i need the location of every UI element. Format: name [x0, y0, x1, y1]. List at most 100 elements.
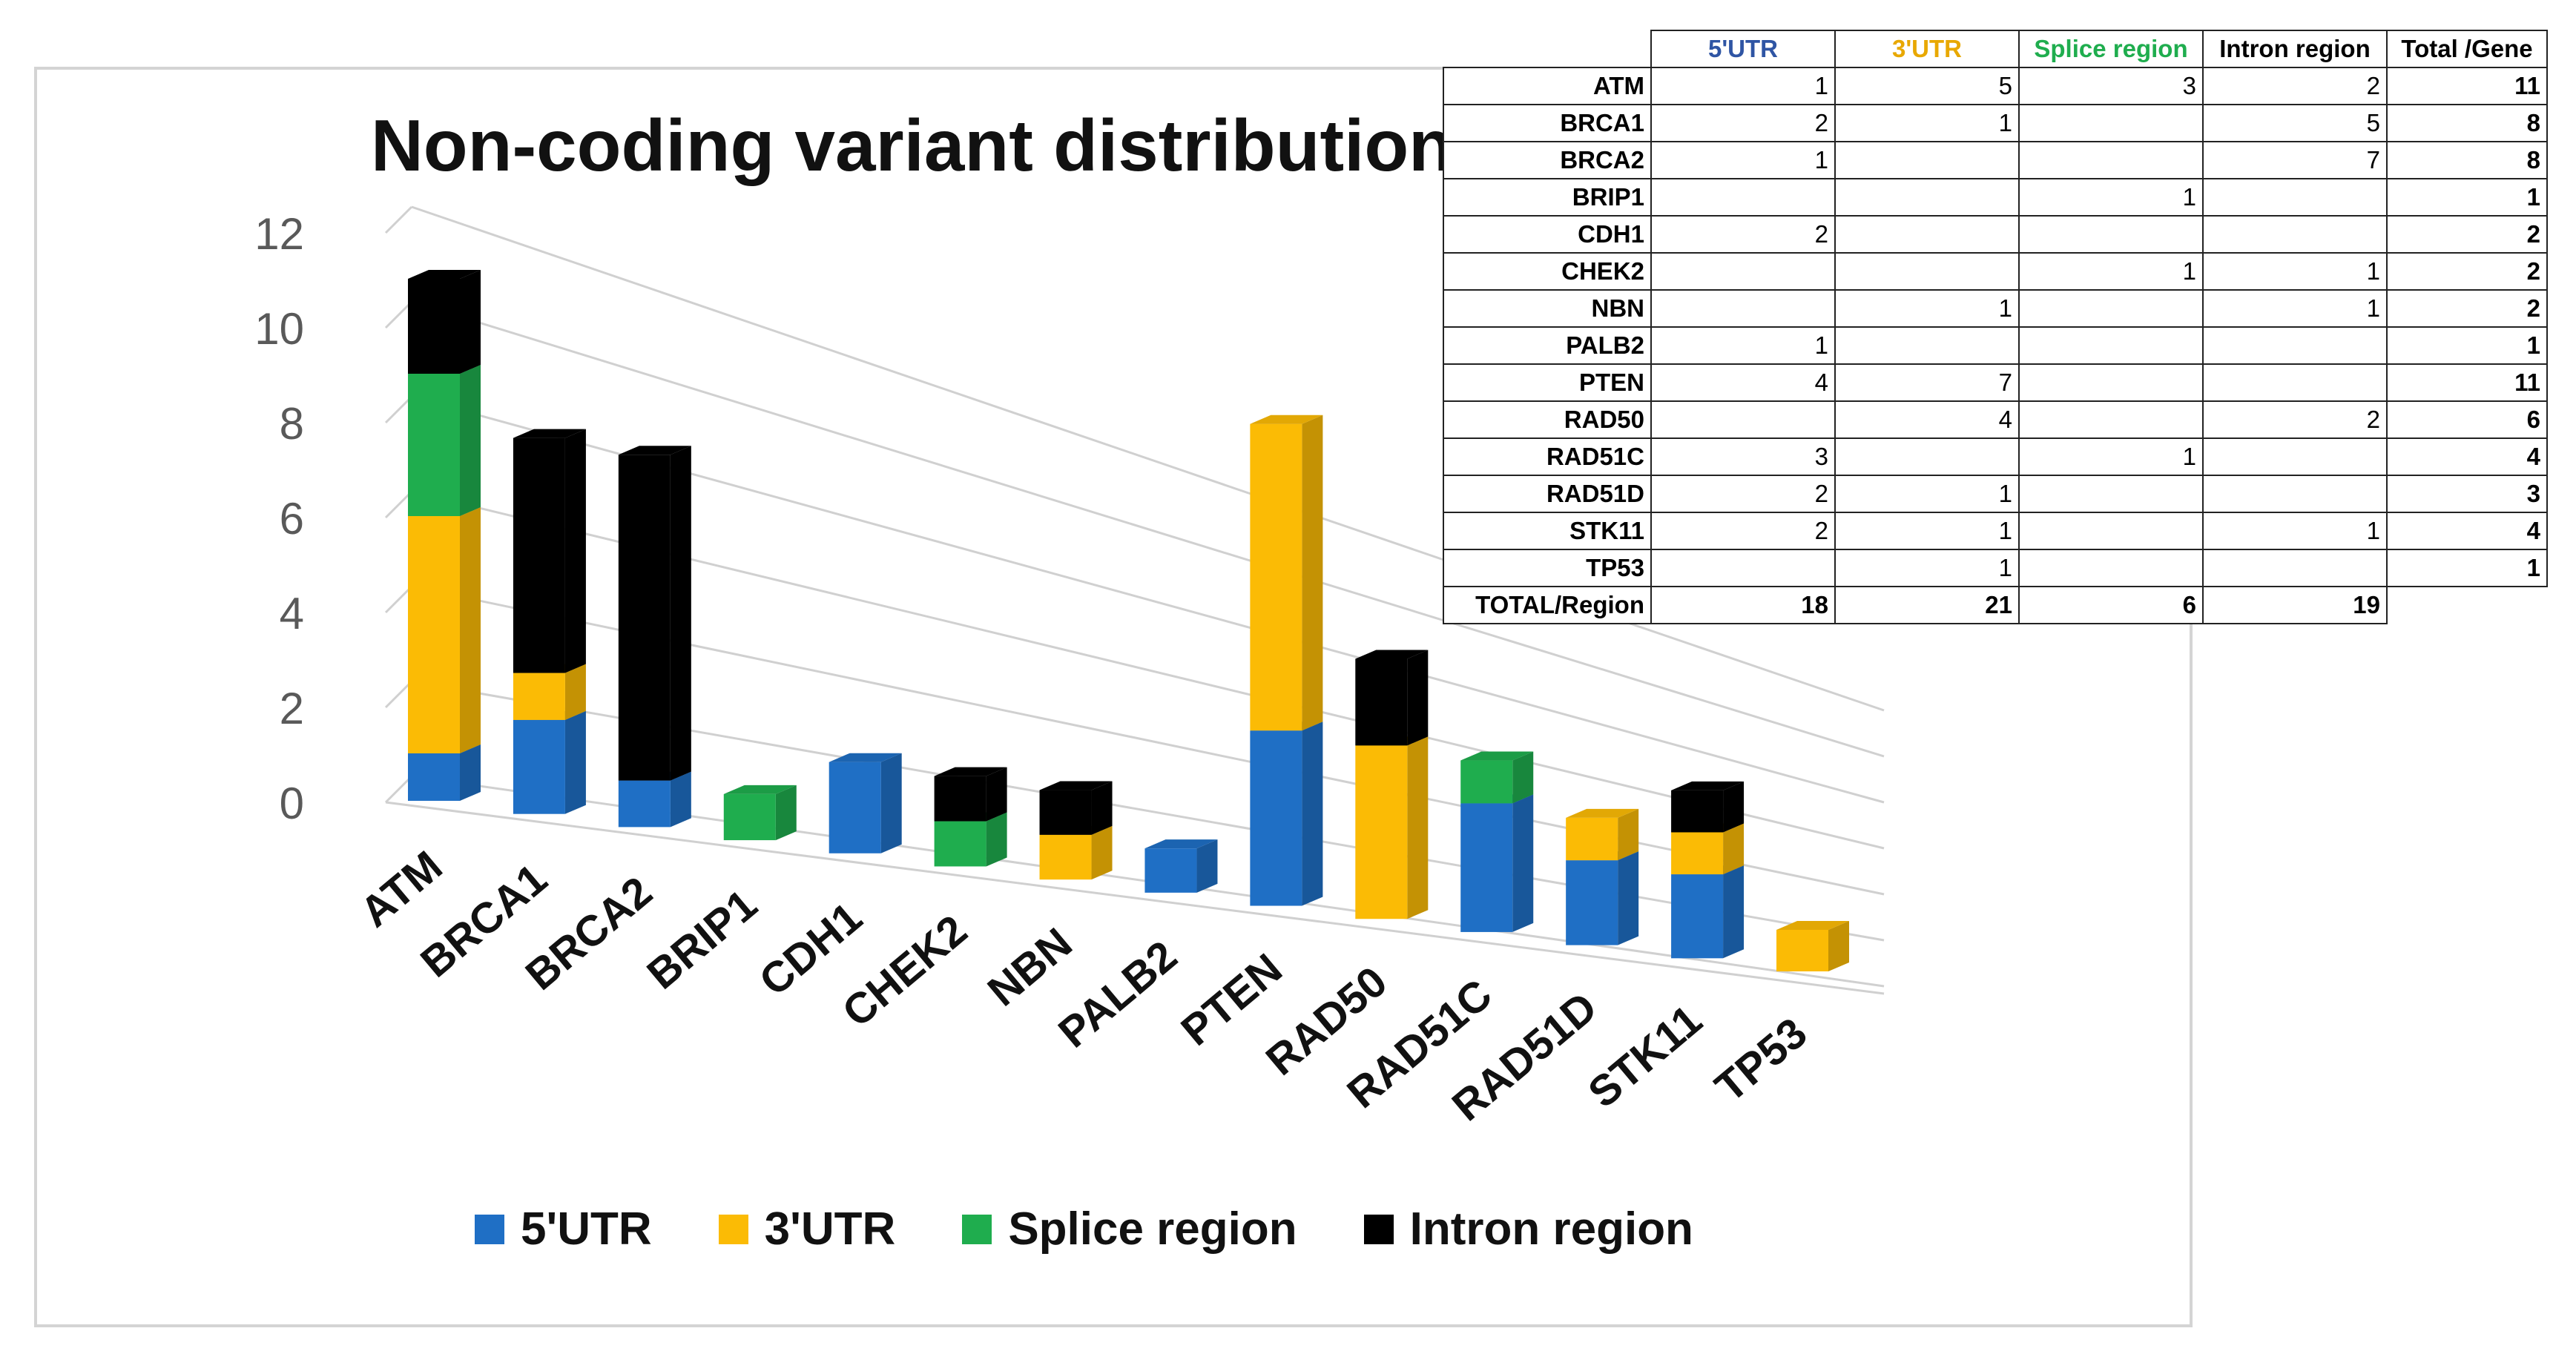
gene-total: 2	[2386, 215, 2548, 254]
table-cell: 7	[1834, 363, 2020, 402]
bar-segment	[1776, 921, 1849, 971]
table-cell	[2202, 363, 2388, 402]
table-cell: 1	[1834, 104, 2020, 142]
bar-segment	[513, 710, 586, 814]
table-cell	[1650, 549, 1836, 587]
chart-title: Non-coding variant distribution	[371, 105, 1454, 186]
bar-stack-brip1	[723, 785, 797, 841]
bar-stack-brca1	[513, 429, 586, 814]
table-cell: 4	[1650, 363, 1836, 402]
bar-segment	[408, 365, 481, 516]
table-cell	[2018, 512, 2204, 550]
bar-segment	[513, 429, 586, 673]
gene-total: 8	[2386, 104, 2548, 142]
gridline	[411, 300, 1885, 758]
gene-name: ATM	[1443, 67, 1652, 105]
table-cell	[1834, 215, 2020, 254]
table-cell: 1	[1834, 512, 2020, 550]
footer-label: TOTAL/Region	[1443, 586, 1652, 624]
bar-segment	[618, 446, 691, 781]
legend: 5'UTR 3'UTR Splice region Intron region	[475, 1203, 1693, 1255]
gene-total: 4	[2386, 437, 2548, 476]
table-row: ATM 1 5 3 2 11	[1443, 67, 2548, 105]
bar-segment	[1250, 721, 1323, 906]
table-cell	[2202, 215, 2388, 254]
table-cell	[2202, 178, 2388, 217]
bar-segment	[1355, 650, 1429, 746]
y-tick-label: 0	[280, 779, 304, 828]
gene-name: PTEN	[1443, 363, 1652, 402]
table-cell: 1	[2018, 178, 2204, 217]
region-total: 6	[2018, 586, 2204, 624]
legend-swatch	[475, 1214, 504, 1244]
table-cell	[1834, 326, 2020, 365]
table-cell: 1	[2202, 289, 2388, 328]
bar-stack-nbn	[1039, 781, 1113, 880]
y-tick-label: 12	[254, 209, 304, 259]
table-cell: 4	[1834, 400, 2020, 439]
region-total: 19	[2202, 586, 2388, 624]
bar-stack-atm	[408, 270, 481, 801]
table-cell: 2	[2202, 400, 2388, 439]
table-cell	[1834, 141, 2020, 179]
table-cell: 2	[1650, 512, 1836, 550]
bar-segment	[1144, 839, 1218, 893]
bar-segment	[723, 785, 797, 841]
legend-entry: 5'UTR	[475, 1203, 652, 1255]
table-row: STK11 2 1 1 4	[1443, 512, 2548, 550]
bar-stack-cdh1	[829, 753, 902, 853]
gene-total: 2	[2386, 289, 2548, 328]
gene-total: 11	[2386, 363, 2548, 402]
gridline-side	[384, 585, 413, 614]
table-header-row: 5'UTR 3'UTR Splice region Intron region Tota…	[1443, 30, 2548, 68]
legend-swatch	[962, 1214, 992, 1244]
table-cell	[1650, 178, 1836, 217]
table-row: PTEN 4 7 11	[1443, 363, 2548, 402]
table-cell: 5	[2202, 104, 2388, 142]
table-cell: 1	[1834, 549, 2020, 587]
bar-segment	[1460, 794, 1534, 932]
gene-name: CHEK2	[1443, 252, 1652, 291]
table-cell: 3	[1650, 437, 1836, 476]
table-cell	[2018, 475, 2204, 513]
table-cell	[2202, 549, 2388, 587]
bar-segment	[408, 507, 481, 753]
bar-segment	[934, 767, 1007, 822]
bar-stack-tp53	[1776, 921, 1849, 971]
table-row: BRIP1 1 1	[1443, 178, 2548, 217]
table-corner	[1443, 30, 1651, 67]
table-cell: 1	[1834, 289, 2020, 328]
table-row: RAD50 4 2 6	[1443, 400, 2548, 439]
table-column-header: Splice region	[2018, 30, 2204, 68]
bar-segment	[1355, 736, 1429, 919]
table-cell: 1	[1650, 326, 1836, 365]
table-cell	[1650, 252, 1836, 291]
gene-name: RAD51C	[1443, 437, 1652, 476]
gridline-side	[384, 680, 413, 709]
bar-segment	[829, 753, 902, 853]
table-cell: 7	[2202, 141, 2388, 179]
table-cell: 2	[2202, 67, 2388, 105]
y-tick-label: 2	[280, 684, 304, 733]
gene-total: 1	[2386, 178, 2548, 217]
table-row: PALB2 1 1	[1443, 326, 2548, 365]
gene-total: 1	[2386, 326, 2548, 365]
gridline	[411, 205, 1885, 712]
gene-name: RAD51D	[1443, 475, 1652, 513]
y-axis-ticks: 0 2 4 6 8 10 12	[254, 209, 304, 828]
gene-name: BRCA2	[1443, 141, 1652, 179]
table-row: RAD51C 3 1 4	[1443, 437, 2548, 476]
gene-name: RAD50	[1443, 400, 1652, 439]
table-cell	[2202, 437, 2388, 476]
footer-blank	[2387, 587, 2547, 624]
table-cell	[2018, 289, 2204, 328]
table-cell	[1650, 289, 1836, 328]
table-cell: 2	[1650, 215, 1836, 254]
bar-segment	[408, 270, 481, 374]
bar-segment	[1566, 851, 1639, 945]
gene-total: 11	[2386, 67, 2548, 105]
table-cell	[2202, 475, 2388, 513]
bar-stack-rad51d	[1566, 808, 1639, 945]
table-cell	[2202, 326, 2388, 365]
table-cell: 2	[1650, 104, 1836, 142]
